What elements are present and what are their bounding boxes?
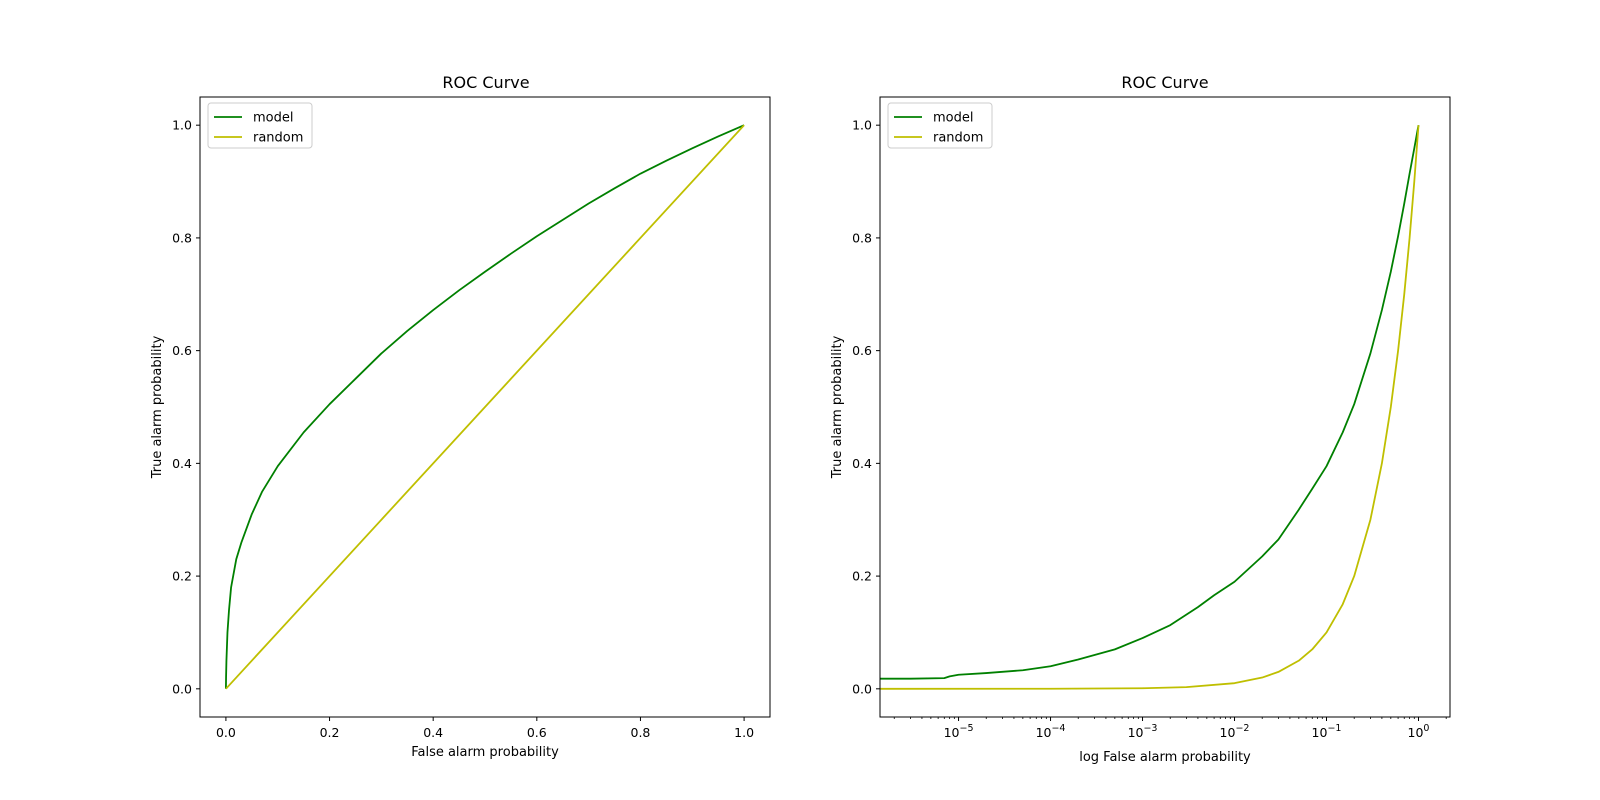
y-tick-label: 0.4 [172,456,192,471]
series-layer-left [225,124,745,690]
y-tick-label: 0.8 [172,230,192,245]
y-axis-label-right: True alarm probability [830,335,845,479]
y-tick-label: 0.2 [172,569,192,584]
y-tick-label: 1.0 [852,118,872,133]
x-ticks-left: 0.0 0.2 0.4 0.6 0.8 1.0 [216,717,754,740]
chart-title-left: ROC Curve [442,73,529,92]
y-ticks-right: 0.0 0.2 0.4 0.6 0.8 1.0 [852,118,880,696]
plot-frame-right [879,96,1451,718]
x-axis-label-left: False alarm probability [411,745,559,760]
legend-label-random: random [933,131,983,146]
series-line-random-right [879,125,1420,690]
y-tick-label: 1.0 [172,118,192,133]
legend-label-random: random [253,131,303,146]
series-line-model-right [880,125,1420,680]
x-tick-label: 0.0 [216,725,236,740]
legend-label-model: model [933,111,973,126]
plot-frame-left [199,96,771,718]
y-tick-label: 0.4 [852,456,872,471]
roc-linear-panel: ROC Curve 0.0 0.2 0.4 0.6 0.8 1.0 0.00.20.40.… [150,73,771,760]
x-tick-label: 0.4 [423,725,443,740]
legend-left: model random [207,102,313,149]
x-tick-label: 0.8 [631,725,651,740]
legend-label-model: model [253,111,293,126]
x-axis-label-right: log False alarm probability [1079,750,1251,765]
y-ticks-left: 0.0 0.2 0.4 0.6 0.8 1.0 [172,118,200,696]
series-line-model-left [225,124,745,689]
y-tick-label: 0.0 [172,681,192,696]
roc-log-panel: ROC Curve 10−5 10−4 10−3 10−2 10−1 100 0.00.2… [830,73,1451,765]
y-tick-label: 0.6 [172,343,192,358]
y-tick-label: 0.2 [852,569,872,584]
x-tick-label: 0.6 [527,725,547,740]
chart-title-right: ROC Curve [1121,73,1208,92]
x-tick-label: 0.2 [320,725,340,740]
y-axis-label-left: True alarm probability [150,335,165,479]
y-tick-label: 0.6 [852,343,872,358]
x-tick-label: 1.0 [734,725,754,740]
y-tick-label: 0.0 [852,681,872,696]
series-layer-right [879,125,1420,690]
legend-right: model random [887,102,993,149]
y-tick-label: 0.8 [852,230,872,245]
series-line-random-left [225,124,745,690]
